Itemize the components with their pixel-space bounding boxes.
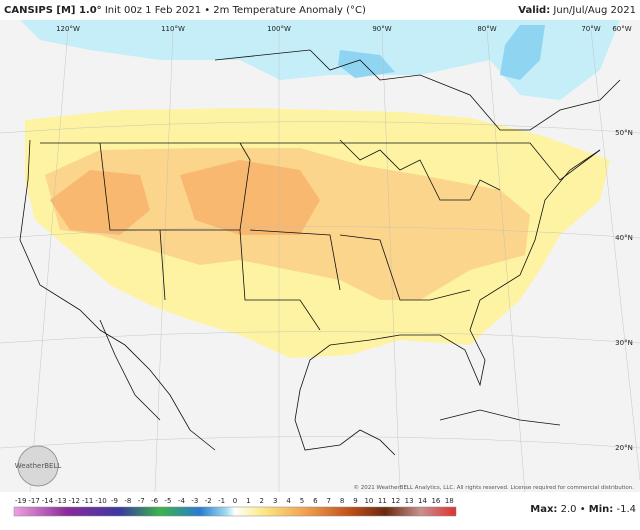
colorbar-label: -13 xyxy=(55,497,66,505)
logo: WeatherBELL xyxy=(15,462,62,470)
lon-label: 90°W xyxy=(372,25,391,33)
title: CANSIPS [M] 1.0° Init 00z 1 Feb 2021 • 2… xyxy=(4,5,366,16)
lon-labels: 120°W 110°W 100°W 90°W 80°W 70°W 60°W xyxy=(56,25,632,33)
colorbar-label: -12 xyxy=(69,497,80,505)
colorbar xyxy=(13,506,457,517)
colorbar-label: 13 xyxy=(405,497,414,505)
warmest-area xyxy=(180,160,320,235)
coastlines xyxy=(19,49,621,456)
colorbar-label: 10 xyxy=(364,497,373,505)
colorbar-label: -9 xyxy=(111,497,118,505)
graticule xyxy=(0,29,640,493)
colorbar-label: 6 xyxy=(313,497,318,505)
colorbar-label: -19 xyxy=(15,497,26,505)
map: 120°W 110°W 100°W 90°W 80°W 70°W 60°W 50°N 40°N… xyxy=(0,20,640,493)
colorbar-label: -17 xyxy=(28,497,39,505)
colorbar-label: 5 xyxy=(300,497,304,505)
lat-label: 50°N xyxy=(615,129,633,137)
colorbar-label: 9 xyxy=(353,497,357,505)
warmest-area xyxy=(50,170,150,235)
colorbar-label: 4 xyxy=(286,497,291,505)
colorbar-label: -6 xyxy=(151,497,159,505)
lon-label: 70°W xyxy=(581,25,600,33)
lat-labels: 50°N 40°N 30°N 20°N xyxy=(615,129,633,452)
colorbar-label: 11 xyxy=(378,497,387,505)
colorbar-labels: -19 -17 -14 -13 -12 -11 -10 -9 -8 -7 -6 -5 -4 -3 -2 -1 0… xyxy=(15,497,454,505)
cool-core xyxy=(500,25,545,80)
colorbar-label: 7 xyxy=(327,497,331,505)
colorbar-label: 12 xyxy=(391,497,400,505)
colorbar-label: 16 xyxy=(431,497,440,505)
lon-label: 110°W xyxy=(161,25,185,33)
colorbar-label: 0 xyxy=(233,497,237,505)
lon-label: 80°W xyxy=(477,25,496,33)
lon-label: 60°W xyxy=(612,25,631,33)
copyright: © 2021 WeatherBELL Analytics, LLC. All r… xyxy=(354,484,635,491)
valid: Valid: Jun/Jul/Aug 2021 xyxy=(518,5,636,16)
header-bar xyxy=(0,0,640,20)
colorbar-label: -4 xyxy=(178,497,186,505)
colorbar-label: 8 xyxy=(340,497,344,505)
lat-label: 20°N xyxy=(615,444,633,452)
lat-label: 40°N xyxy=(615,234,633,242)
colorbar-label: 1 xyxy=(246,497,250,505)
stats: Max: 2.0 • Min: -1.4 xyxy=(530,504,636,515)
colorbar-label: 2 xyxy=(260,497,264,505)
colorbar-label: -1 xyxy=(218,497,225,505)
lat-label: 30°N xyxy=(615,339,633,347)
colorbar-label: -10 xyxy=(95,497,106,505)
colorbar-label: -11 xyxy=(82,497,93,505)
colorbar-label: 18 xyxy=(445,497,454,505)
cool-core xyxy=(338,50,395,78)
colorbar-label: -14 xyxy=(42,497,54,505)
lon-label: 100°W xyxy=(267,25,291,33)
colorbar-label: -3 xyxy=(191,497,198,505)
colorbar-label: 3 xyxy=(273,497,277,505)
colorbar-label: -8 xyxy=(124,497,131,505)
colorbar-label: -2 xyxy=(205,497,212,505)
colorbar-label: -5 xyxy=(165,497,172,505)
lon-label: 120°W xyxy=(56,25,80,33)
colorbar-label: -7 xyxy=(138,497,145,505)
colorbar-label: 14 xyxy=(418,497,427,505)
logo-globe xyxy=(17,445,59,487)
